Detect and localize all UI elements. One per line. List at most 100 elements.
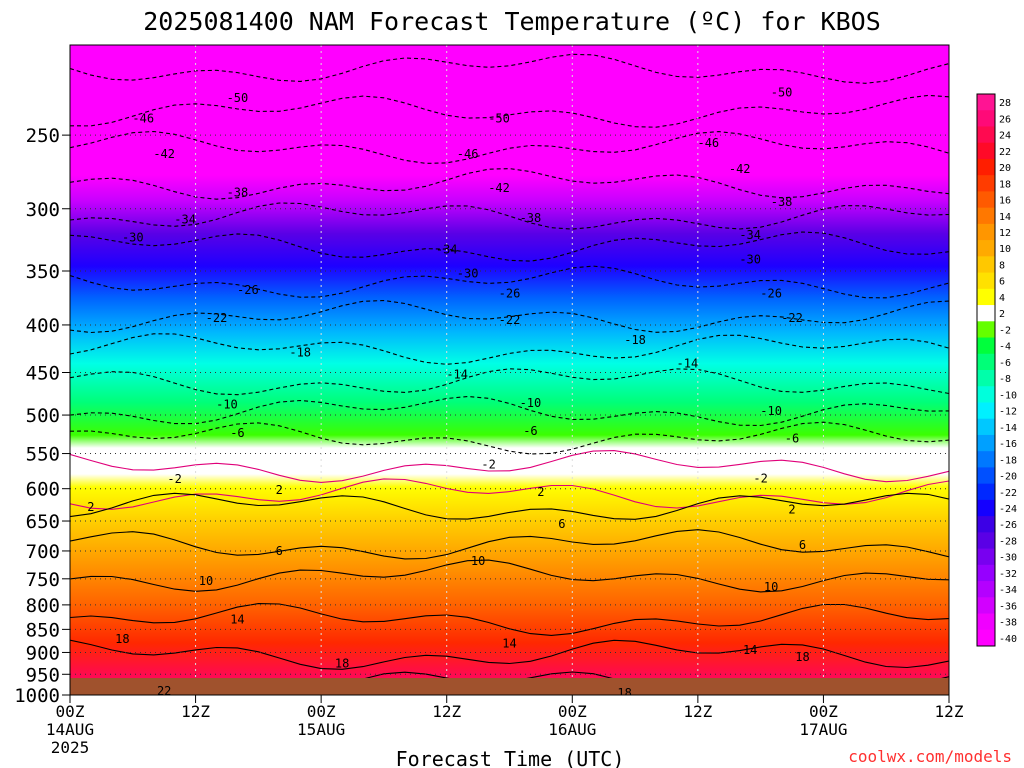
contour-label: 14 [502,636,516,650]
colorbar-swatch [977,175,995,192]
chart-title: 2025081400 NAM Forecast Temperature (ºC)… [143,7,881,36]
contour-label: -10 [520,396,542,410]
colorbar-label: 26 [999,114,1011,125]
y-tick-label: 550 [26,444,60,466]
x-axis-label: Forecast Time (UTC) [396,747,625,768]
contour-label: -30 [122,230,144,244]
colorbar-label: 6 [999,277,1005,288]
y-tick-label: 600 [26,479,60,501]
colorbar-frame [976,93,996,647]
colorbar-swatch [977,499,995,517]
colorbar-label: 8 [999,260,1005,271]
contour-label: -50 [771,86,793,100]
y-tick-label: 400 [26,315,60,337]
y-tick-label: 850 [26,619,60,641]
colorbar-label: -12 [999,407,1017,418]
contour-label: -26 [237,283,259,297]
colorbar-swatch [977,370,995,387]
temperature-field [70,45,949,695]
contour-label: -18 [289,345,311,359]
colorbar-swatch [977,353,995,371]
isotherm-line [70,265,949,299]
contour-label: -2 [753,471,767,485]
colorbar-label: 2 [999,309,1005,320]
isotherm-line [70,231,949,262]
isotherm-line [70,168,949,200]
isotherm-line [70,333,949,365]
isotherm-line [70,492,949,520]
isotherm-line [70,529,949,560]
colorbar-label: 16 [999,196,1011,207]
colorbar-swatch [977,272,995,290]
contour-label: 14 [743,643,757,657]
colorbar-label: 24 [999,131,1011,142]
contour-label: -6 [523,424,537,438]
colorbar-legend: 28 26 24 22 20 18 16 14 12 10 8 6 4 2 -2 -4 -6 -8 -10 -12 -1… [976,93,1017,647]
contour-label: 6 [558,517,565,531]
contour-label: -50 [488,112,510,126]
colorbar-swatch [977,402,995,420]
contour-label: -10 [760,404,782,418]
colorbar-label: -18 [999,455,1017,466]
colorbar-label: -34 [999,585,1017,596]
isotherm-line [70,603,949,636]
colorbar-label: -14 [999,423,1017,434]
isotherm-line [70,299,949,334]
y-tick-label: 700 [26,541,60,563]
contour-label: -42 [488,181,510,195]
isotherm-line [70,53,949,84]
contour-label: -2 [481,457,495,471]
plot-frame [69,44,950,696]
colorbar-label: -38 [999,618,1017,629]
x-tick-date: 17AUG [799,720,847,739]
colorbar-label: -24 [999,504,1017,515]
isotherm-line [70,395,949,427]
colorbar-label: 28 [999,98,1011,109]
isotherm-line [70,130,949,164]
contour-label: 2 [788,503,795,517]
colorbar-label: -20 [999,472,1017,483]
y-tick-label: 950 [26,664,60,686]
contour-label: 6 [799,538,806,552]
colorbar-swatch [977,110,995,127]
colorbar-swatch [977,613,995,631]
contour-label: 10 [199,574,213,588]
colorbar-swatch [977,629,995,647]
contour-label: -34 [436,243,458,257]
colorbar-label: -6 [999,358,1011,369]
contour-label: -22 [206,311,228,325]
contour-label: -34 [739,228,761,242]
contour-label: 6 [276,544,283,558]
colorbar-swatch [977,451,995,468]
colorbar-swatch [977,483,995,501]
colorbar-swatch [977,191,995,209]
x-tick-label: 12Z [683,702,712,721]
colorbar-swatch [977,564,995,582]
colorbar-swatch [977,126,995,144]
contour-label: 18 [115,632,129,646]
y-tick-label: 1000 [14,685,60,707]
credit-label: coolwx.com/models [848,747,1012,766]
colorbar-swatch [977,418,995,436]
colorbar-label: 18 [999,179,1011,190]
colorbar-label: 22 [999,147,1011,158]
colorbar-swatch [977,434,995,452]
isotherm-line [70,421,949,455]
colorbar-swatch [977,516,995,533]
isotherm-line [70,559,949,593]
colorbar-label: -28 [999,536,1017,547]
contour-label: -10 [216,397,238,411]
isotherm-line [70,202,949,230]
isotherm-line [70,639,949,670]
x-tick-date: 16AUG [548,720,596,739]
colorbar-swatch [977,581,995,598]
contour-label: -6 [230,426,244,440]
colorbar-label: -16 [999,439,1017,450]
y-tick-label: 750 [26,569,60,591]
contour-label: -38 [520,211,542,225]
colorbar-label: 10 [999,244,1011,255]
contour-label: -42 [729,162,751,176]
colorbar-label: 12 [999,228,1011,239]
plot-area: -50-46-42-38-34-30-26-22-18-14-10-6-2226… [70,45,949,695]
colorbar-swatch [977,337,995,355]
